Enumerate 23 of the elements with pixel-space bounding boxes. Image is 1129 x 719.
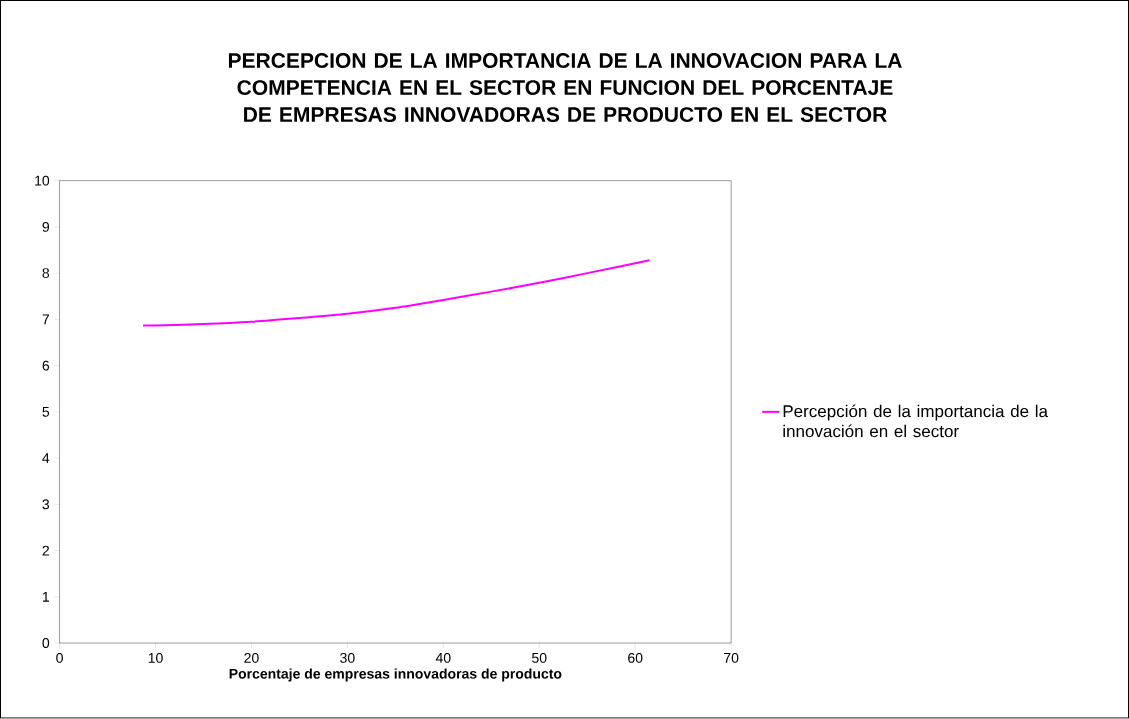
y-tick-label: 8 <box>42 268 50 279</box>
y-tick-label: 4 <box>42 453 50 464</box>
x-tick-label: 40 <box>435 653 451 664</box>
legend-label: Percepción de la importancia de la innovación en el sector <box>783 404 1048 438</box>
y-tick-label: 9 <box>42 222 50 233</box>
x-tick-label: 0 <box>56 653 63 664</box>
y-tick-label: 7 <box>42 314 49 325</box>
line-series <box>142 259 651 327</box>
y-tick-label: 2 <box>42 545 49 556</box>
y-tick-label: 0 <box>42 638 50 649</box>
x-tick-label: 70 <box>724 653 739 664</box>
y-tick-label: 6 <box>42 360 50 371</box>
x-tick-label: 50 <box>532 653 547 664</box>
chart-title: PERCEPCION DE LA IMPORTANCIA DE LA INNOVACION PARA LA COMPETENCIA EN EL SECTOR EN FUNCION DEL PORCENTAJE DE EMPRESAS INNOVADORAS DE PRODUCTO EN EL SECTOR <box>228 53 902 123</box>
x-tick-label: 20 <box>244 653 259 664</box>
x-tick-label: 10 <box>148 653 163 664</box>
x-tick-label: 30 <box>340 653 355 664</box>
x-tick-label: 60 <box>628 653 643 664</box>
y-tick-label: 3 <box>42 499 50 510</box>
y-tick-label: 5 <box>42 407 50 417</box>
y-tick-label: 10 <box>35 175 50 186</box>
y-tick-label: 1 <box>42 592 49 602</box>
x-axis-title: Porcentaje de empresas innovadoras de producto <box>229 668 562 682</box>
